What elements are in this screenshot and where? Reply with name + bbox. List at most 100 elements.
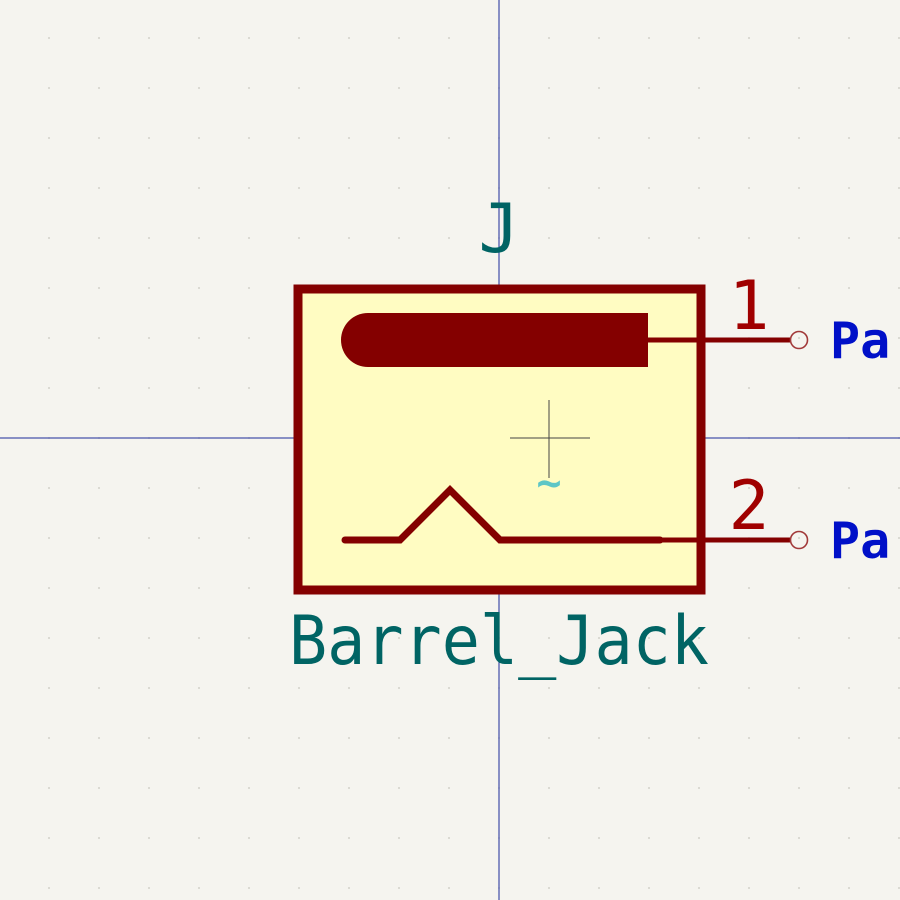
grid-dot: [98, 137, 100, 139]
grid-dot: [398, 187, 400, 189]
grid-dot: [198, 787, 200, 789]
grid-dot: [48, 87, 50, 89]
grid-dot: [748, 787, 750, 789]
grid-dot: [248, 87, 250, 89]
grid-dot: [98, 387, 100, 389]
grid-dot: [798, 237, 800, 239]
pin-2[interactable]: 2 Pa: [660, 467, 890, 570]
grid-dot: [848, 587, 850, 589]
grid-dot: [598, 87, 600, 89]
grid-dot: [48, 37, 50, 39]
grid-dot: [748, 37, 750, 39]
grid-dot: [348, 187, 350, 189]
grid-dot: [148, 387, 150, 389]
grid-dot: [248, 137, 250, 139]
grid-dot: [148, 887, 150, 889]
grid-dot: [398, 787, 400, 789]
grid-dot: [648, 687, 650, 689]
grid-dot: [898, 137, 900, 139]
grid-dot: [798, 137, 800, 139]
grid-dot: [798, 887, 800, 889]
grid-dot: [848, 637, 850, 639]
grid-dot: [48, 837, 50, 839]
grid-dot: [548, 887, 550, 889]
grid-dot: [848, 37, 850, 39]
grid-dot: [448, 837, 450, 839]
grid-dot: [898, 587, 900, 589]
pin-1-connection-point[interactable]: [789, 330, 809, 350]
grid-dot: [448, 637, 450, 639]
grid-dot: [98, 687, 100, 689]
grid-dot: [598, 737, 600, 739]
pin-1-number: 1: [729, 267, 770, 346]
grid-dot: [848, 837, 850, 839]
grid-dot: [848, 537, 850, 539]
grid-dot: [198, 837, 200, 839]
grid-dot: [798, 287, 800, 289]
grid-dot: [898, 87, 900, 89]
grid-dot: [698, 187, 700, 189]
grid-dot: [148, 187, 150, 189]
grid-dot: [348, 737, 350, 739]
grid-dot: [298, 187, 300, 189]
grid-dot: [798, 537, 800, 539]
grid-dot: [348, 887, 350, 889]
grid-dot: [198, 187, 200, 189]
grid-dot: [698, 737, 700, 739]
grid-dot: [348, 687, 350, 689]
grid-dot: [198, 487, 200, 489]
pin-2-connection-point[interactable]: [789, 530, 809, 550]
grid-dot: [898, 337, 900, 339]
grid-dot: [348, 837, 350, 839]
grid-dot: [198, 737, 200, 739]
grid-dot: [848, 337, 850, 339]
grid-dot: [748, 837, 750, 839]
grid-dot: [248, 337, 250, 339]
grid-dot: [598, 137, 600, 139]
grid-dot: [898, 237, 900, 239]
grid-dot: [98, 287, 100, 289]
grid-dot: [748, 287, 750, 289]
grid-dot: [48, 287, 50, 289]
grid-dot: [448, 787, 450, 789]
grid-dot: [648, 787, 650, 789]
grid-dot: [598, 237, 600, 239]
grid-dot: [548, 37, 550, 39]
grid-dot: [48, 537, 50, 539]
grid-dot: [98, 237, 100, 239]
grid-dot: [148, 587, 150, 589]
grid-dot: [398, 687, 400, 689]
grid-dot: [598, 837, 600, 839]
grid-dot: [298, 837, 300, 839]
grid-dot: [798, 587, 800, 589]
grid-dot: [248, 237, 250, 239]
grid-dot: [48, 237, 50, 239]
grid-dot: [348, 137, 350, 139]
barrel-jack-symbol[interactable]: 1 Pa 2 Pa ~ J Barrel_Jack: [289, 190, 890, 681]
barrel-contact-shape: [341, 313, 648, 367]
grid-dot: [698, 37, 700, 39]
grid-dot: [598, 187, 600, 189]
grid-dot: [748, 137, 750, 139]
pin-1[interactable]: 1 Pa: [648, 267, 890, 370]
grid-dot: [648, 237, 650, 239]
grid-dot: [48, 187, 50, 189]
reference-designator[interactable]: J: [479, 190, 520, 269]
grid-dot: [98, 587, 100, 589]
grid-dot: [298, 137, 300, 139]
grid-dot: [98, 37, 100, 39]
grid-dot: [898, 187, 900, 189]
grid-dot: [898, 537, 900, 539]
grid-dot: [98, 887, 100, 889]
grid-dot: [48, 737, 50, 739]
grid-dot: [748, 637, 750, 639]
grid-dot: [548, 237, 550, 239]
grid-dot: [298, 687, 300, 689]
grid-dot: [148, 87, 150, 89]
value-field[interactable]: Barrel_Jack: [289, 602, 709, 681]
grid-dot: [198, 287, 200, 289]
grid-dot: [898, 787, 900, 789]
grid-dot: [148, 337, 150, 339]
grid-dot: [98, 87, 100, 89]
